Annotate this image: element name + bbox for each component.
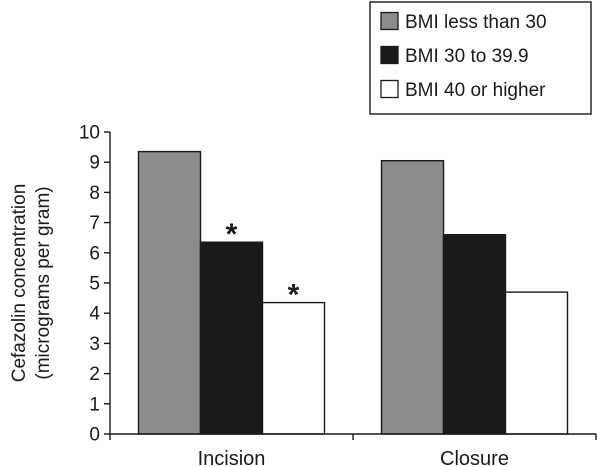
legend-swatch-series-0 — [380, 11, 399, 31]
legend-label: BMI less than 30 — [405, 12, 547, 33]
y-axis-title-line: (micrograms per gram) — [33, 186, 54, 379]
x-category-label: Closure — [440, 448, 509, 467]
y-tick-label: 9 — [89, 153, 100, 174]
y-axis-title-line: Cefazolin concentration — [9, 184, 30, 383]
x-axis: Incision Closure — [109, 433, 597, 467]
bar-incision-series-0 — [137, 150, 202, 435]
legend-box — [369, 1, 592, 115]
y-tick-label: 5 — [89, 274, 100, 295]
legend: BMI less than 30 BMI 30 to 39.9 BMI 40 or … — [369, 1, 592, 115]
legend-swatch-series-1 — [380, 45, 399, 65]
y-tick-label: 6 — [89, 243, 100, 264]
bar-closure-series-0 — [380, 159, 445, 435]
bar-incision-series-1 — [199, 241, 264, 435]
y-axis-title: Cefazolin concentration (micrograms per g… — [9, 184, 54, 383]
bar-closure-series-2 — [504, 291, 569, 435]
y-tick-label: 7 — [89, 213, 100, 234]
y-tick-label: 1 — [89, 394, 100, 415]
significance-asterisk: * — [226, 218, 238, 251]
bar-incision-series-2 — [261, 301, 326, 435]
y-tick-label: 10 — [79, 123, 100, 144]
y-axis: 0 1 2 3 4 5 6 7 8 9 10 — [79, 123, 111, 446]
y-tick-label: 2 — [89, 364, 100, 385]
x-category-label: Incision — [198, 448, 266, 467]
significance-asterisk: * — [288, 279, 300, 312]
legend-swatch-series-2 — [380, 79, 399, 99]
bar-closure-series-1 — [442, 233, 507, 435]
legend-label: BMI 40 or higher — [405, 80, 546, 101]
y-tick-label: 8 — [89, 183, 100, 204]
legend-label: BMI 30 to 39.9 — [405, 46, 529, 67]
y-tick-label: 0 — [89, 425, 100, 446]
annotations: ** — [226, 218, 300, 311]
y-tick-label: 3 — [89, 334, 100, 355]
bars — [137, 150, 569, 435]
y-tick-label: 4 — [89, 304, 100, 325]
